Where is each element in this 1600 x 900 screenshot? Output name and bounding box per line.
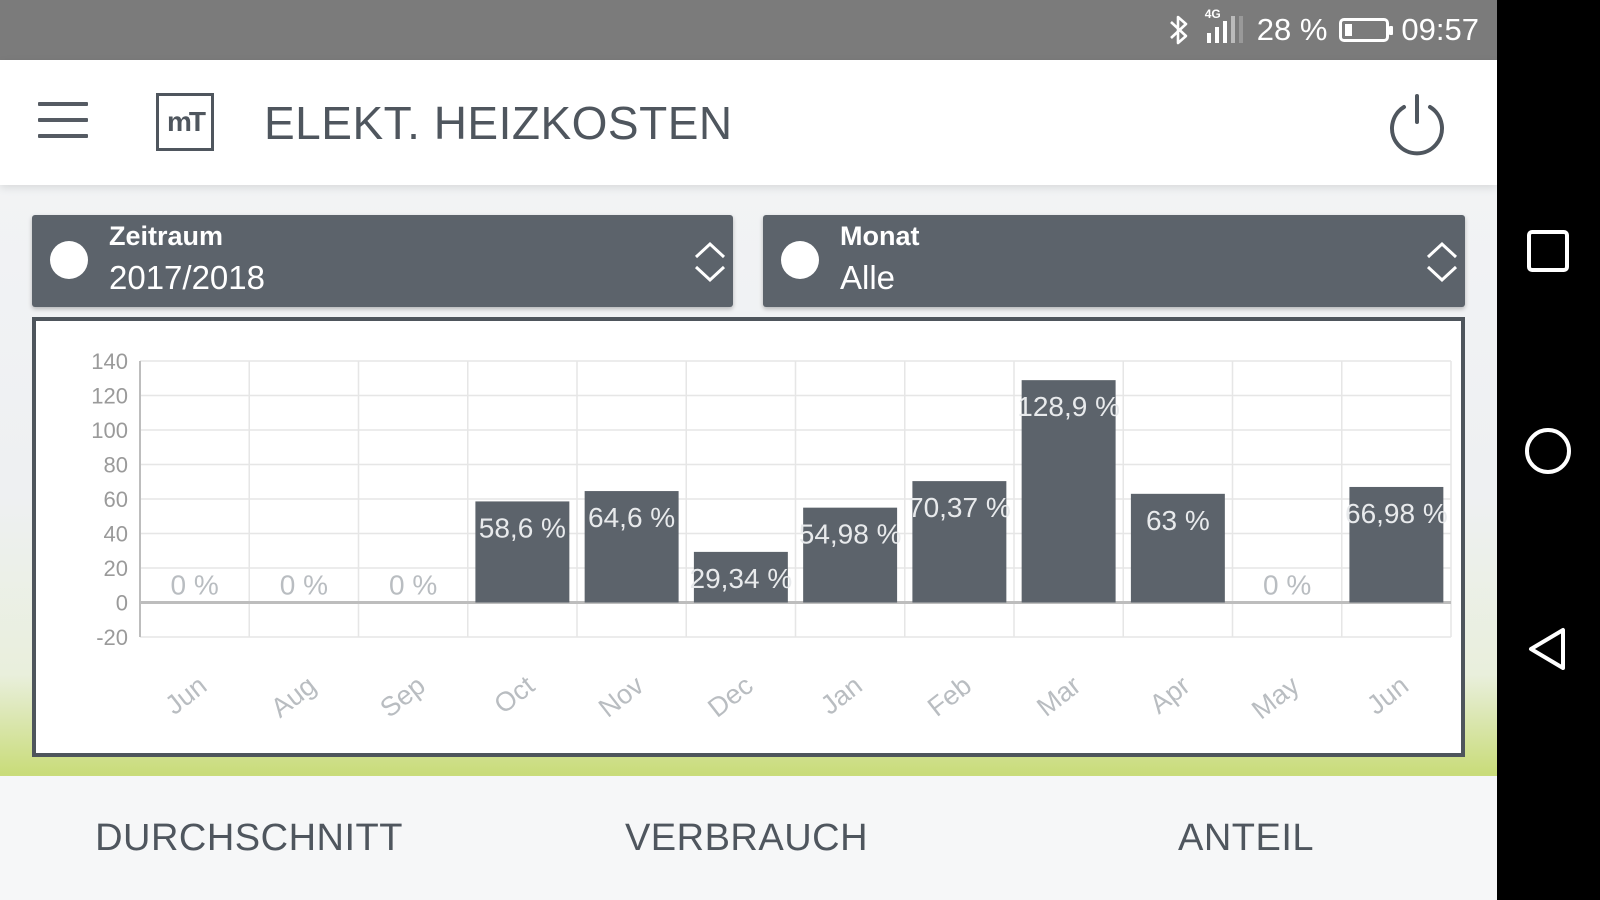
tab-label: ANTEIL: [1177, 816, 1315, 859]
recent-apps-icon[interactable]: [1517, 220, 1579, 282]
x-tick-label: Feb: [922, 670, 977, 722]
y-tick-label: 20: [104, 556, 128, 581]
y-tick-label: 60: [104, 487, 128, 512]
system-nav-bar: [1497, 0, 1600, 900]
bar-value-label: 63 %: [1146, 505, 1210, 536]
y-tick-label: 80: [104, 453, 128, 478]
x-tick-label: Dec: [702, 670, 758, 723]
month-select[interactable]: Monat Alle: [763, 215, 1465, 307]
bar-value-label: 0 %: [1263, 570, 1311, 601]
signal-icon: 4G: [1203, 7, 1245, 47]
app-bar: mT ELEKT. HEIZKOSTEN: [0, 60, 1497, 185]
tab-bar: DURCHSCHNITT VERBRAUCH ANTEIL: [0, 776, 1497, 900]
bar-value-label: 0 %: [171, 570, 219, 601]
x-tick-label: Jun: [160, 670, 213, 720]
menu-icon[interactable]: [38, 102, 88, 142]
y-tick-label: 120: [91, 384, 128, 409]
period-select[interactable]: Zeitraum 2017/2018: [32, 215, 733, 307]
bar-value-label: 66,98 %: [1345, 498, 1448, 529]
bar-value-label: 0 %: [389, 570, 437, 601]
month-radio[interactable]: [781, 241, 819, 279]
tab-anteil[interactable]: ANTEIL: [995, 776, 1497, 900]
app-logo: mT: [156, 93, 214, 151]
app-screen: 4G 28 % 09:57 mT ELEKT. HEIZKOSTEN Zeit: [0, 0, 1497, 900]
home-icon[interactable]: [1517, 420, 1579, 482]
bar: [912, 481, 1007, 603]
x-tick-label: May: [1246, 670, 1305, 725]
tab-durchschnitt[interactable]: DURCHSCHNITT: [0, 776, 498, 900]
network-type-label: 4G: [1204, 7, 1221, 21]
bar-value-label: 29,34 %: [690, 563, 793, 594]
y-tick-label: 140: [91, 349, 128, 374]
clock: 09:57: [1401, 12, 1479, 47]
bar: [1130, 493, 1225, 603]
bar-value-label: 0 %: [280, 570, 328, 601]
bar-value-label: 54,98 %: [799, 519, 902, 550]
period-label: Zeitraum: [109, 221, 224, 251]
chart-panel: 140 120 100 80 60 40 20 0 -20 0 % Jun 0 % Aug 0 % Sep 5…: [32, 317, 1465, 757]
y-tick-label: 40: [104, 522, 128, 547]
tab-label: VERBRAUCH: [624, 816, 869, 859]
status-bar: 4G 28 % 09:57: [0, 0, 1497, 60]
x-tick-label: Mar: [1031, 670, 1086, 722]
x-tick-label: Nov: [593, 670, 650, 724]
period-radio[interactable]: [50, 241, 88, 279]
y-tick-label: 100: [91, 418, 128, 443]
x-tick-label: Aug: [265, 670, 321, 723]
x-tick-label: Sep: [374, 670, 430, 723]
period-value: 2017/2018: [109, 259, 265, 296]
bar: [1021, 380, 1116, 603]
bar-value-label: 128,9 %: [1017, 391, 1120, 422]
x-tick-label: Oct: [488, 670, 540, 720]
bar: [1349, 486, 1444, 603]
x-tick-label: Jan: [815, 670, 868, 720]
month-value: Alle: [840, 259, 896, 296]
back-icon[interactable]: [1517, 618, 1579, 680]
bar: [803, 507, 898, 603]
tab-label: DURCHSCHNITT: [95, 816, 403, 859]
y-tick-label: -20: [96, 625, 128, 650]
updown-chevron-icon: [694, 241, 726, 283]
bar-value-label: 58,6 %: [479, 512, 566, 543]
battery-percent: 28 %: [1256, 12, 1328, 47]
month-label: Monat: [840, 221, 920, 251]
bar-value-label: 70,37 %: [908, 492, 1011, 523]
tab-verbrauch[interactable]: VERBRAUCH: [498, 776, 995, 900]
bar: [693, 551, 788, 603]
logo-text: mT: [167, 106, 206, 137]
bar-value-label: 64,6 %: [588, 502, 675, 533]
x-tick-label: Apr: [1144, 670, 1196, 720]
battery-icon: [1339, 18, 1394, 42]
bar-chart: 140 120 100 80 60 40 20 0 -20 0 % Jun 0 % Aug 0 % Sep 5…: [91, 349, 1452, 725]
bar: [475, 501, 570, 603]
bluetooth-icon: [1167, 13, 1191, 47]
power-icon[interactable]: [1386, 90, 1448, 156]
page-title: ELEKT. HEIZKOSTEN: [264, 97, 733, 149]
x-tick-label: Jun: [1361, 670, 1414, 720]
bar: [584, 491, 679, 603]
y-tick-label: 0: [116, 591, 128, 616]
updown-chevron-icon: [1426, 241, 1458, 283]
